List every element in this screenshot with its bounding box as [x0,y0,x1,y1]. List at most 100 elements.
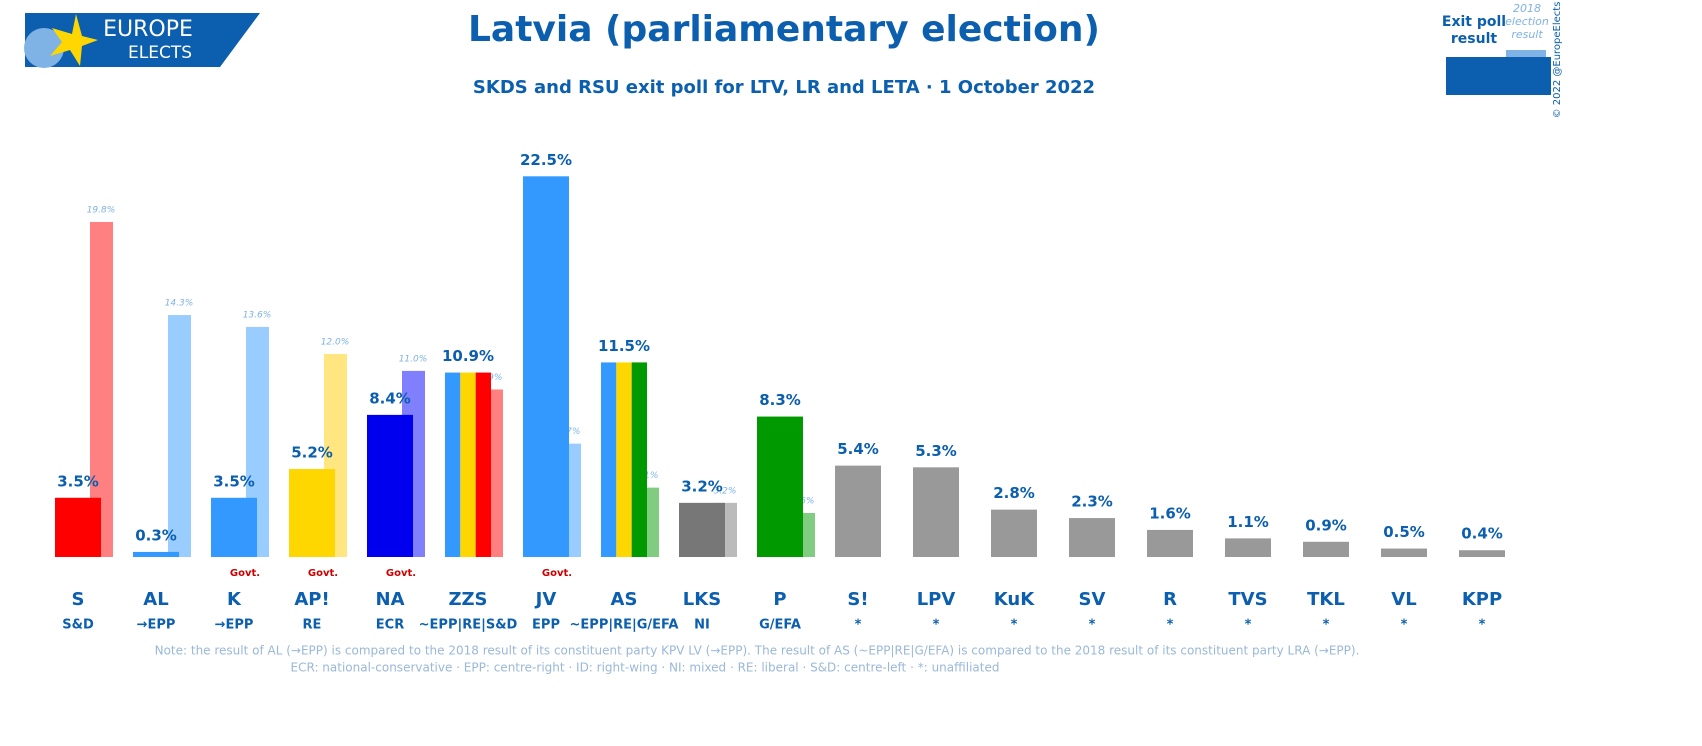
note: Note: the result of AL (→EPP) is compare… [155,644,1360,658]
value-label-2018: 14.3% [165,299,194,309]
x-tick-label: VL [1391,589,1416,610]
value-label: 1.6% [1149,504,1191,522]
logo-circle [24,28,64,68]
value-label: 0.4% [1461,525,1503,543]
bar [757,416,803,557]
x-tick-label: KPP [1462,589,1502,610]
bar [523,176,569,558]
bar-2018 [168,315,191,557]
value-label: 5.3% [915,442,957,460]
group-label: * [1323,618,1330,633]
bar [1147,529,1193,557]
value-label: 11.5% [598,337,650,355]
group-label: ~EPP|RE|S&D [419,618,518,633]
legend-label: 2018 election result [1505,2,1549,42]
bar [1303,541,1349,557]
group-label: * [1245,618,1252,633]
bar [1069,518,1115,557]
value-label: 22.5% [520,151,572,169]
group-label: * [1167,618,1174,633]
note: ECR: national-conservative · EPP: centre… [291,661,1000,675]
logo-text: ELECTS [128,43,192,63]
group-label: →EPP [215,618,254,633]
govt-label: Govt. [308,568,338,579]
group-label: G/EFA [759,618,801,633]
bar [991,509,1037,557]
legend-label: Exit poll result [1441,14,1507,47]
x-tick-label: LKS [683,589,721,610]
value-label: 3.2% [681,477,723,495]
x-tick-label: NA [376,589,405,610]
value-label: 2.3% [1071,493,1113,511]
credit: © 2022 @EuropeElects [1552,2,1563,119]
value-label: 1.1% [1227,513,1269,531]
value-label-2018: 13.6% [243,310,272,320]
bar [631,362,647,557]
value-label: 5.4% [837,440,879,458]
x-tick-label: TKL [1307,589,1345,610]
value-label: 0.5% [1383,523,1425,541]
bar [55,497,101,557]
x-tick-label: AP! [294,589,329,610]
logo-star [50,14,98,66]
value-label-2018: 12.0% [321,337,350,347]
bar [133,551,179,557]
x-tick-label: AS [611,589,638,610]
group-label: NI [694,618,710,633]
value-label: 0.3% [135,526,177,544]
govt-label: Govt. [542,568,572,579]
x-tick-label: K [227,589,242,610]
bar [679,502,725,557]
chart-title: Latvia (parliamentary election) [468,9,1100,50]
group-label: RE [303,618,322,633]
group-label: * [1089,618,1096,633]
value-label: 3.5% [57,472,99,490]
value-label-2018: 3.2% [714,486,737,496]
value-label: 2.8% [993,484,1035,502]
group-label: * [1011,618,1018,633]
value-label: 10.9% [442,347,494,365]
value-label: 8.4% [369,389,411,407]
group-label: * [1401,618,1408,633]
legend-swatch [1446,57,1551,95]
bar [367,414,413,557]
x-tick-label: ZZS [448,589,487,610]
group-label: * [1479,618,1486,633]
x-tick-label: KuK [994,589,1035,610]
logo-banner [25,13,260,67]
group-label: * [855,618,862,633]
value-label: 5.2% [291,444,333,462]
bar [616,362,632,557]
logo-text: EUROPE [103,17,193,42]
x-tick-label: SV [1079,589,1106,610]
bar [913,467,959,557]
group-label: EPP [532,618,560,633]
bar [1381,548,1427,557]
bar-2018 [90,221,113,557]
bar [460,372,476,557]
bar [1225,538,1271,557]
value-label: 8.3% [759,391,801,409]
bar [1459,550,1505,557]
bar [445,372,461,557]
bar [601,362,617,557]
govt-label: Govt. [386,568,416,579]
bar [211,497,257,557]
group-label: ECR [376,618,404,633]
bar [835,465,881,557]
x-tick-label: LPV [917,589,956,610]
govt-label: Govt. [230,568,260,579]
value-label-2018: 19.8% [87,205,116,215]
value-label-2018: 11.0% [399,354,428,364]
group-label: ~EPP|RE|G/EFA [570,618,679,633]
x-tick-label: R [1163,589,1177,610]
bar [475,372,491,557]
value-label: 0.9% [1305,516,1347,534]
x-tick-label: P [773,589,786,610]
x-tick-label: JV [534,589,557,610]
group-label: S&D [62,618,94,633]
group-label: * [933,618,940,633]
bar [289,469,335,557]
